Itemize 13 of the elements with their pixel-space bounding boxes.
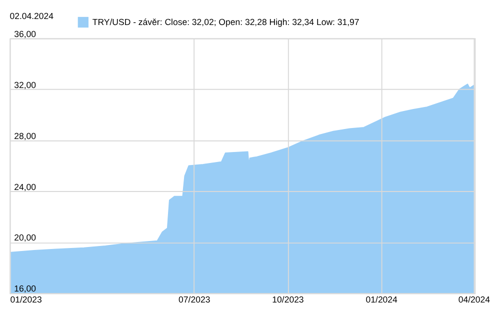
x-tick-label: 01/2023 (10, 294, 42, 304)
chart-title: 02.04.2024 (10, 10, 54, 21)
x-tick-label: 07/2023 (178, 294, 210, 304)
x-tick-label: 01/2024 (366, 294, 398, 304)
y-tick-label: 16,00 (14, 284, 36, 294)
y-tick-label: 36,00 (14, 28, 36, 39)
x-tick-label: 10/2023 (272, 294, 304, 304)
y-tick-label: 28,00 (14, 130, 36, 141)
y-tick-label: 32,00 (14, 80, 36, 90)
y-tick-label: 20,00 (14, 232, 36, 243)
y-tick-label: 24,00 (14, 182, 36, 192)
x-tick-label: 04/2024 (458, 294, 490, 304)
legend-label: TRY/USD - závěr: Close: 32,02; Open: 32,28 High: 32,34 Low: 31,97 (92, 17, 360, 28)
